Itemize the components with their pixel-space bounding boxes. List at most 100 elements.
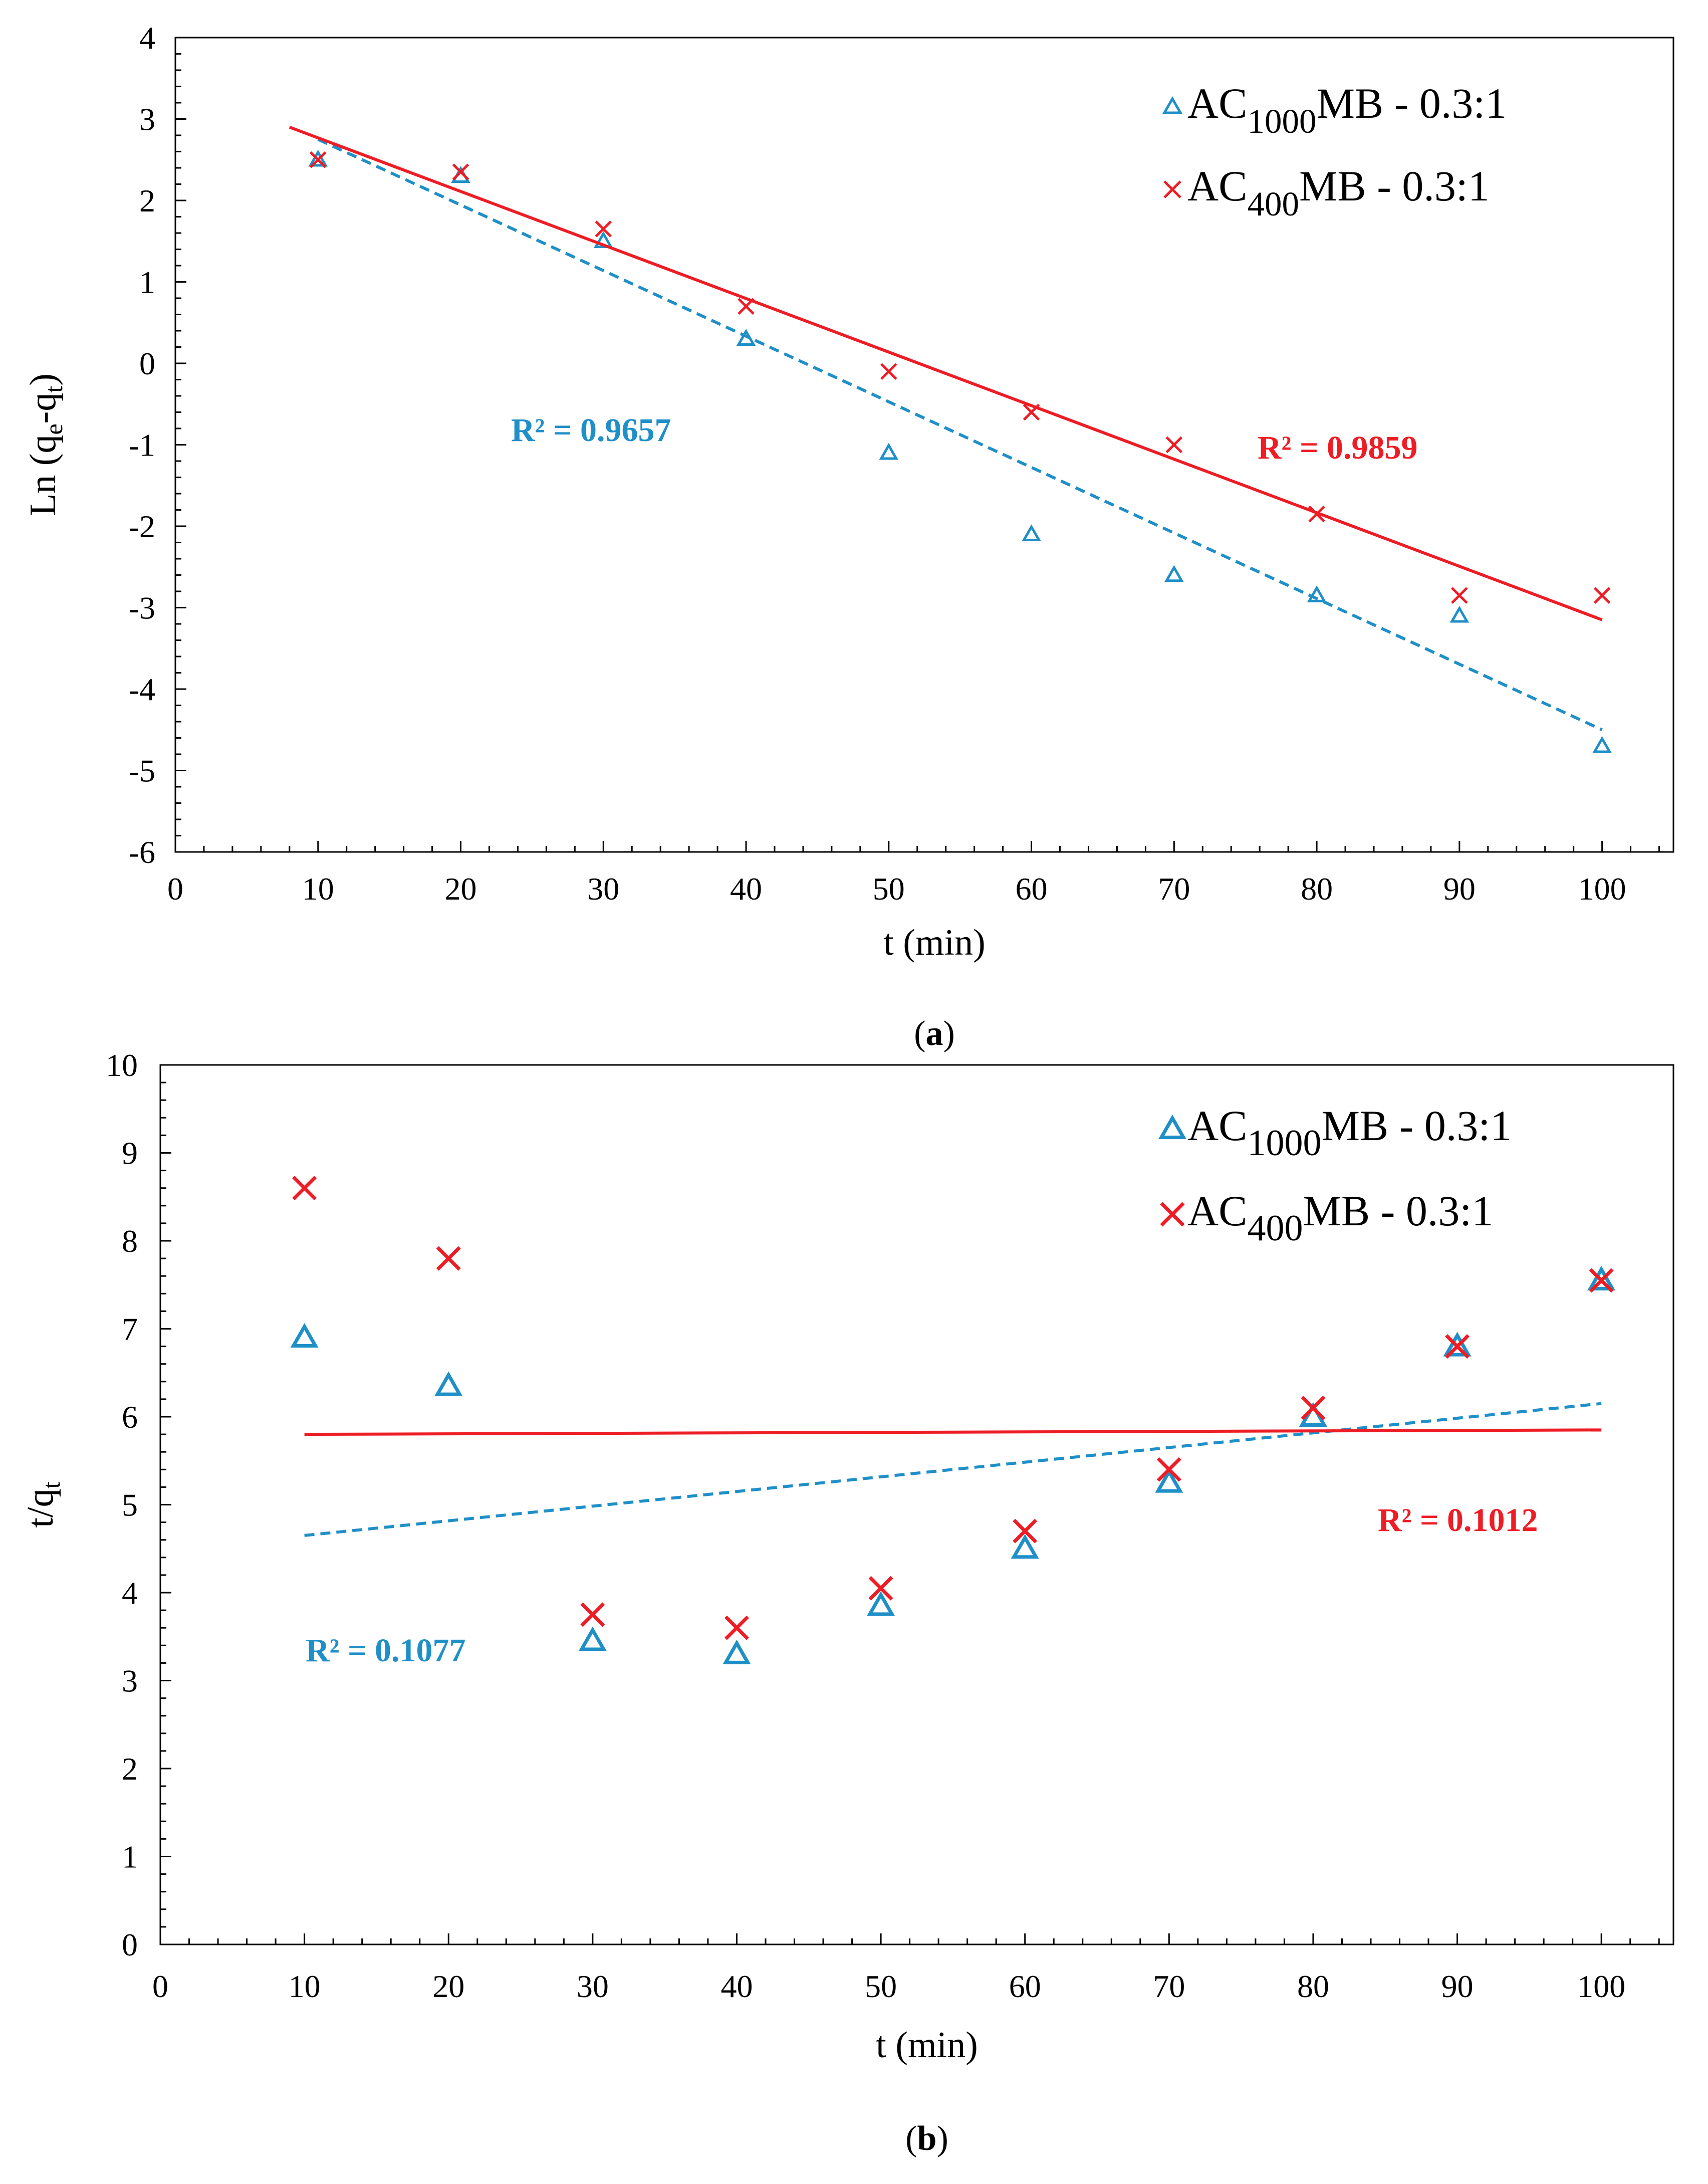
- data-point-triangle: [593, 231, 613, 248]
- legend-label-main: AC: [1187, 79, 1247, 127]
- caption-paren-close: ): [936, 2119, 948, 2158]
- x-tick-label: 0: [167, 871, 183, 907]
- data-point-x: [452, 163, 469, 180]
- data-point-triangle: [1449, 605, 1470, 623]
- x-tick-label: 70: [1153, 1969, 1185, 2004]
- series-ac400: R² = 0.9859 AC400MB - 0.3:1: [289, 125, 1611, 621]
- y-tick-label: 2: [122, 1751, 138, 1787]
- y-tick-label: 1: [122, 1839, 138, 1875]
- y-axis-title-sub: t: [40, 386, 68, 393]
- data-point-x: [1023, 403, 1040, 421]
- y-axis-title: Ln (qe-qt): [23, 373, 68, 516]
- r-squared-label: R² = 0.9657: [511, 412, 671, 449]
- data-point-triangle: [578, 1626, 607, 1651]
- data-point-triangle: [308, 149, 328, 167]
- caption-paren-open: (: [905, 2119, 917, 2158]
- data-point-x: [724, 1615, 749, 1640]
- data-point-x: [1593, 587, 1611, 604]
- x-tick-label: 40: [720, 1969, 753, 2004]
- legend-label-main: AC: [1187, 1102, 1247, 1150]
- x-tick-label: 10: [302, 871, 334, 907]
- y-axis-title-mid: -q: [23, 393, 64, 424]
- r-squared-label: R² = 0.9859: [1258, 429, 1418, 466]
- figure-caption: (b): [905, 2119, 948, 2158]
- y-axis-title-main: Ln (q: [23, 435, 64, 516]
- data-point-x: [292, 1176, 317, 1201]
- y-tick-label: 10: [106, 1047, 138, 1083]
- data-point-triangle: [1011, 1534, 1039, 1559]
- data-point-x: [580, 1602, 605, 1627]
- x-axis-title: t (min): [883, 922, 985, 963]
- legend-label-rest: MB - 0.3:1: [1303, 1187, 1493, 1235]
- legend-marker-x: [1163, 180, 1181, 198]
- x-tick-label: 50: [865, 1969, 897, 2004]
- caption-paren-open: (: [914, 1014, 925, 1053]
- y-tick-label: 0: [139, 346, 155, 381]
- x-tick-label: 30: [587, 871, 619, 907]
- y-tick-label: -1: [129, 427, 155, 463]
- legend-label: AC400MB - 0.3:1: [1187, 162, 1490, 223]
- figure-caption: (a): [914, 1014, 955, 1053]
- data-point-triangle: [736, 329, 756, 346]
- caption-letter: b: [917, 2119, 937, 2158]
- legend-label-main: AC: [1187, 162, 1247, 210]
- y-axis-title: t/qt: [20, 1481, 65, 1527]
- legend-label: AC400MB - 0.3:1: [1187, 1187, 1493, 1249]
- data-point-x: [1445, 1334, 1470, 1359]
- data-point-triangle: [1022, 524, 1041, 541]
- data-point-x: [1589, 1268, 1614, 1293]
- x-tick-label: 20: [445, 871, 477, 907]
- y-tick-label: -5: [129, 753, 155, 789]
- data-point-x: [309, 151, 327, 168]
- y-tick-label: -6: [129, 834, 155, 870]
- data-point-triangle: [1155, 1468, 1183, 1493]
- legend-label-main: AC: [1187, 1187, 1247, 1235]
- r-squared-label: R² = 0.1012: [1378, 1502, 1538, 1539]
- y-tick-label: 8: [122, 1223, 138, 1259]
- x-tick-label: 70: [1158, 871, 1190, 907]
- data-point-x: [880, 363, 897, 380]
- data-point-x: [436, 1246, 461, 1271]
- legend-label: AC1000MB - 0.3:1: [1187, 1102, 1512, 1164]
- y-tick-label: 2: [139, 183, 155, 219]
- data-point-triangle: [867, 1591, 895, 1616]
- data-point-x: [1301, 1395, 1326, 1420]
- data-point-triangle: [434, 1371, 463, 1396]
- x-axis-title: t (min): [876, 2025, 978, 2066]
- legend-label-rest: MB - 0.3:1: [1321, 1102, 1512, 1150]
- data-point-triangle: [1307, 585, 1327, 602]
- data-point-triangle: [290, 1323, 319, 1348]
- y-axis-title-main: t/q: [20, 1488, 61, 1527]
- data-point-triangle: [1164, 565, 1184, 582]
- r-squared-label: R² = 0.1077: [306, 1632, 466, 1669]
- x-tick-label: 50: [873, 871, 905, 907]
- data-point-triangle: [1443, 1332, 1472, 1357]
- y-tick-label: 4: [122, 1575, 138, 1611]
- data-point-triangle: [722, 1639, 751, 1664]
- y-tick-label: 4: [139, 20, 155, 56]
- data-point-triangle: [879, 443, 899, 460]
- trendline: [304, 1428, 1602, 1436]
- series-ac1000: R² = 0.9657 AC1000MB - 0.3:1: [308, 79, 1612, 753]
- legend-label-sub: 1000: [1247, 102, 1316, 140]
- data-point-x: [868, 1576, 893, 1601]
- x-tick-label: 100: [1578, 871, 1626, 907]
- legend-marker-triangle: [1162, 96, 1183, 114]
- y-tick-label: 6: [122, 1399, 138, 1435]
- data-point-x: [1013, 1518, 1038, 1544]
- series-ac400: R² = 0.1012 AC400MB - 0.3:1: [292, 1176, 1614, 1640]
- legend-label-rest: MB - 0.3:1: [1316, 79, 1507, 127]
- caption-letter: a: [926, 1014, 943, 1053]
- y-axis-title-sub: e: [40, 423, 68, 434]
- x-tick-label: 60: [1009, 1969, 1041, 2004]
- data-point-x: [1165, 436, 1183, 454]
- legend-marker-x: [1160, 1202, 1185, 1227]
- caption-paren-close: ): [943, 1014, 955, 1053]
- y-tick-label: 9: [122, 1136, 138, 1171]
- data-point-x: [738, 298, 755, 315]
- y-tick-label: -3: [129, 590, 155, 626]
- legend-label-sub: 1000: [1247, 1123, 1321, 1164]
